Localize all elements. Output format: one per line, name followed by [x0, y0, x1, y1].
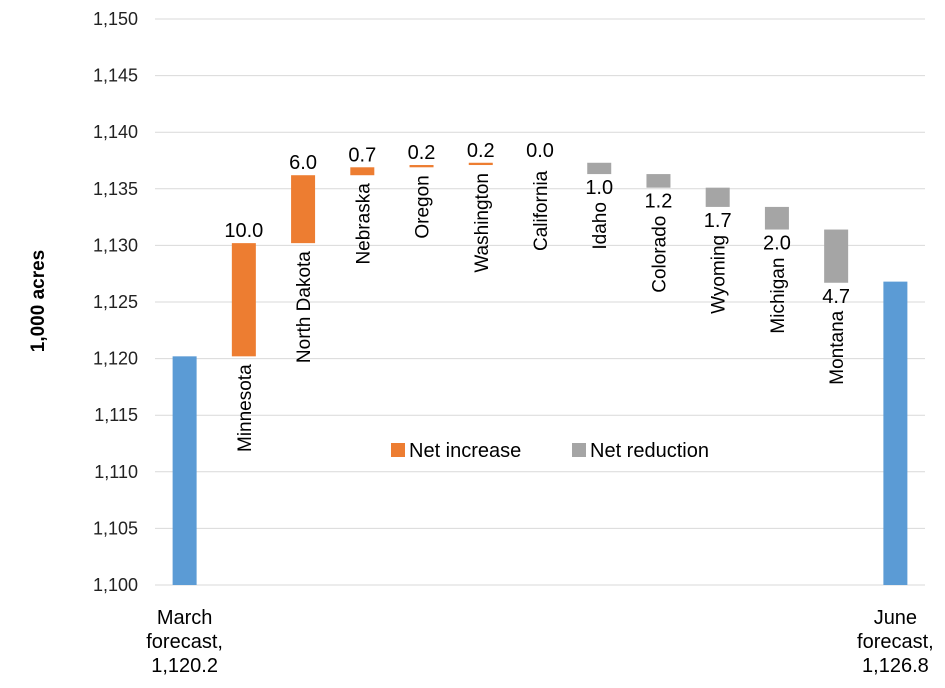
y-tick-label: 1,130 [93, 235, 138, 255]
data-label: 0.0 [526, 140, 554, 162]
data-label: 10.0 [224, 220, 263, 242]
legend: Net increase Net reduction [391, 440, 709, 462]
bar-start [172, 356, 197, 585]
gridlines [155, 18, 925, 586]
data-label: 0.7 [348, 144, 376, 166]
category-label: Oregon [413, 175, 434, 238]
bar-washington [468, 162, 493, 166]
category-label: Minnesota [235, 364, 256, 452]
data-label: 0.2 [467, 140, 495, 162]
category-label: California [531, 170, 552, 251]
bar-colorado [646, 174, 671, 188]
data-label: 2.0 [763, 233, 791, 255]
end-label-line: forecast, [857, 631, 934, 653]
legend-swatch-increase [391, 443, 405, 457]
data-label: 6.0 [289, 152, 317, 174]
category-label: Nebraska [353, 183, 374, 265]
bars [172, 162, 908, 585]
y-axis-ticks: 1,100 1,105 1,110 1,115 1,120 1,125 1,130 1,135… [93, 9, 138, 595]
y-tick-label: 1,110 [94, 462, 138, 482]
y-tick-label: 1,135 [93, 179, 138, 199]
end-label-line: June [874, 607, 917, 629]
category-label: Washington [472, 173, 493, 273]
category-label: Colorado [649, 216, 670, 293]
y-tick-label: 1,125 [93, 292, 138, 312]
bar-north-dakota [291, 175, 316, 244]
legend-label-increase: Net increase [409, 440, 521, 462]
start-label-line: 1,120.2 [151, 655, 218, 677]
y-tick-label: 1,120 [93, 349, 138, 369]
start-label-line: March [157, 607, 213, 629]
bar-wyoming [705, 187, 730, 207]
category-label: Wyoming [709, 235, 730, 314]
end-label: June forecast, 1,126.8 [857, 607, 934, 677]
category-label: Montana [827, 310, 848, 384]
bar-nebraska [350, 167, 375, 176]
bar-minnesota [231, 243, 256, 357]
category-label: Michigan [768, 258, 789, 334]
data-label: 1.7 [704, 210, 732, 232]
legend-label-reduction: Net reduction [590, 440, 709, 462]
data-label: 1.2 [645, 191, 673, 213]
data-label: 1.0 [585, 177, 613, 199]
y-axis-label: 1,000 acres [28, 250, 49, 353]
category-label: Idaho [590, 202, 611, 250]
y-tick-label: 1,145 [93, 66, 138, 86]
legend-swatch-reduction [572, 443, 586, 457]
y-tick-label: 1,150 [93, 9, 138, 29]
y-tick-label: 1,100 [93, 575, 138, 595]
y-tick-label: 1,115 [94, 405, 138, 425]
start-label-line: forecast, [146, 631, 223, 653]
y-tick-label: 1,105 [93, 518, 138, 538]
category-label: North Dakota [294, 251, 315, 363]
bar-montana [824, 229, 849, 283]
data-label: 0.2 [408, 142, 436, 164]
bar-idaho [587, 162, 612, 175]
y-tick-label: 1,140 [93, 122, 138, 142]
data-label: 4.7 [822, 286, 850, 308]
labels: March forecast, 1,120.210.0Minnesota6.0Nor… [146, 140, 933, 677]
bar-oregon [409, 165, 434, 168]
bar-end [883, 281, 908, 585]
end-label-line: 1,126.8 [862, 655, 929, 677]
start-label: March forecast, 1,120.2 [146, 607, 223, 677]
bar-michigan [764, 206, 789, 230]
